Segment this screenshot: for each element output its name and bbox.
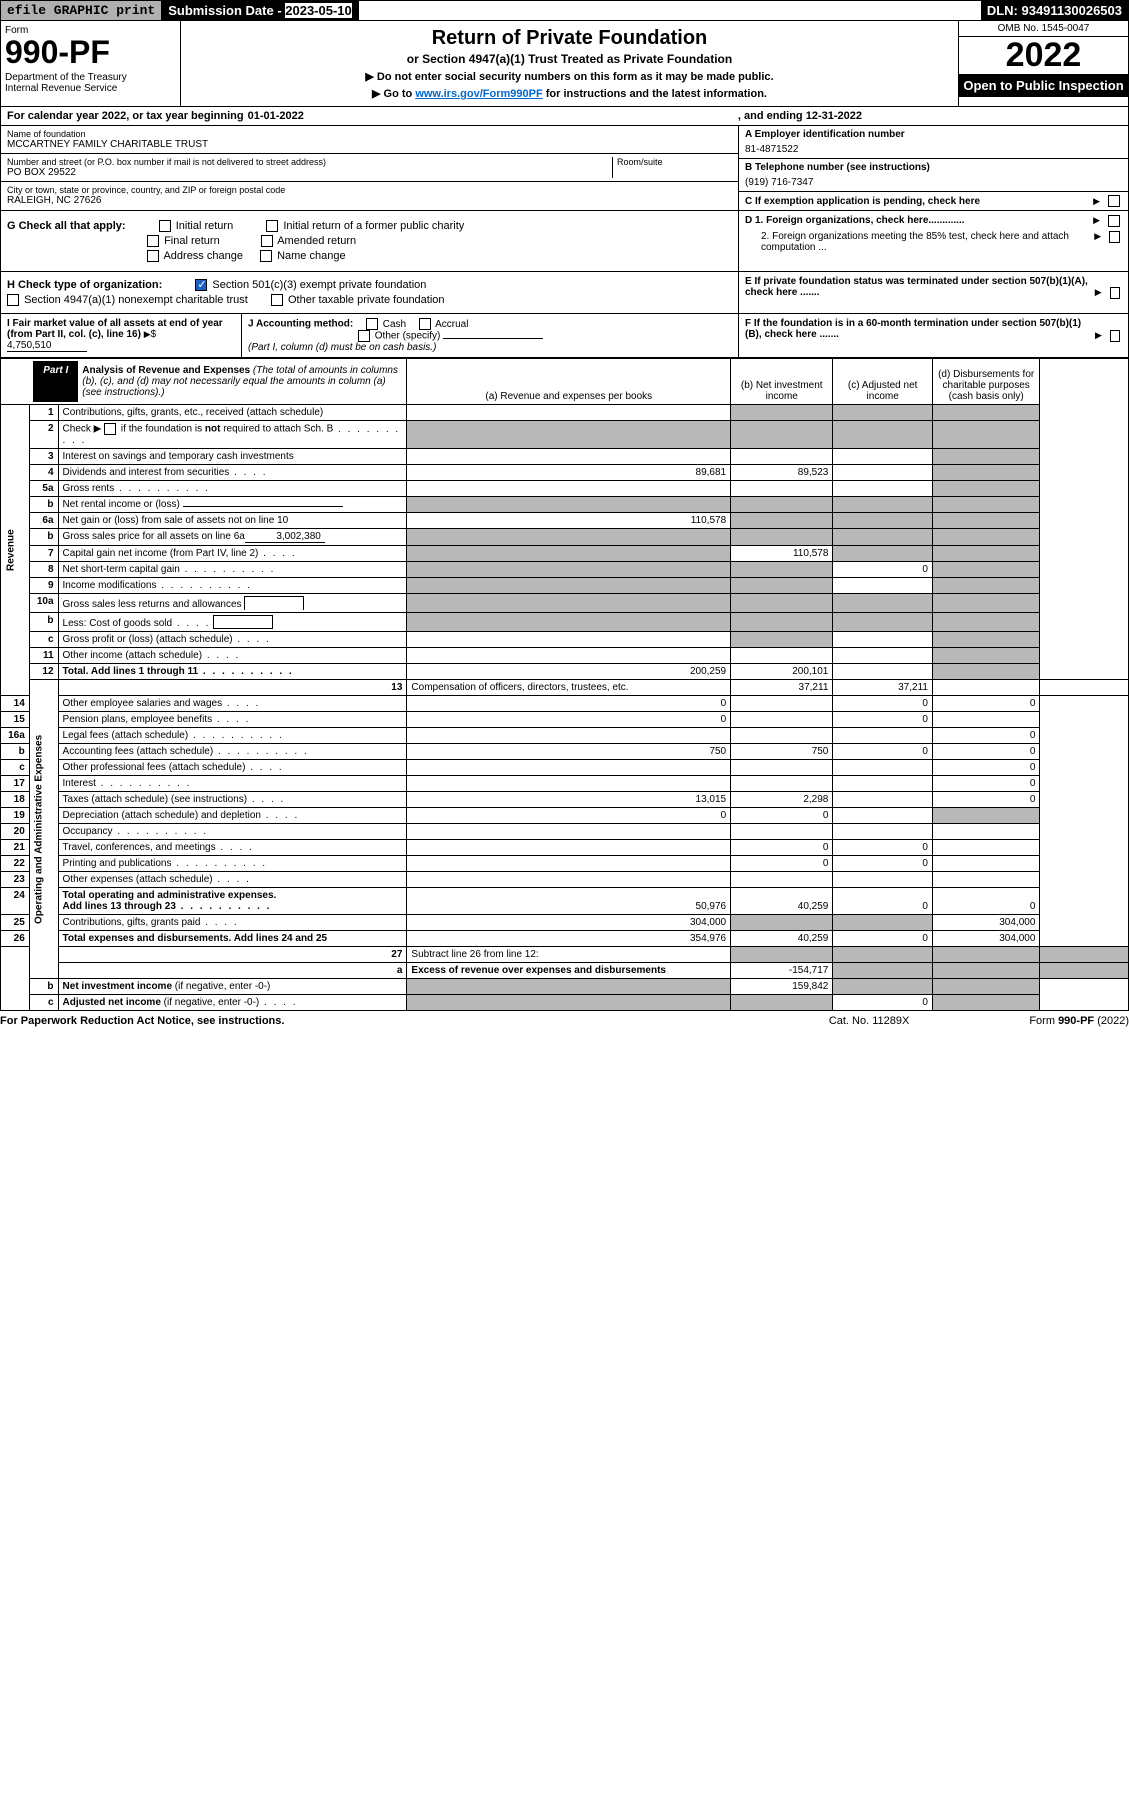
checkbox-501c3[interactable] [195,279,207,291]
top-bar: efile GRAPHIC print Submission Date - 20… [0,0,1129,21]
checkbox-accrual[interactable] [419,318,431,330]
form-title-block: Return of Private Foundation or Section … [181,21,958,106]
part-label: Part I [33,361,78,402]
arrow-icon [1093,196,1100,207]
checkbox-final-return[interactable] [147,235,159,247]
arrow-icon [1095,330,1102,341]
phone: (919) 716-7347 [745,177,1122,188]
section-i-j: I Fair market value of all assets at end… [0,314,1129,358]
checkbox-amended[interactable] [261,235,273,247]
arrow-icon [1093,215,1100,227]
city-state-zip: RALEIGH, NC 27626 [7,195,732,206]
checkbox-other-taxable[interactable] [271,294,283,306]
checkbox-f[interactable] [1110,330,1120,342]
foundation-name: MCCARTNEY FAMILY CHARITABLE TRUST [7,139,732,150]
form-year-block: OMB No. 1545-0047 2022 Open to Public In… [958,21,1128,106]
checkbox-initial-former[interactable] [266,220,278,232]
checkbox-4947a1[interactable] [7,294,19,306]
part1-table: Part I Analysis of Revenue and Expenses … [0,358,1129,1011]
dln-label: DLN: 93491130026503 [981,1,1128,20]
checkbox-e[interactable] [1110,287,1120,299]
revenue-label: Revenue [1,405,30,696]
fmv-value: 4,750,510 [7,340,87,352]
page-footer: For Paperwork Reduction Act Notice, see … [0,1011,1129,1031]
efile-button[interactable]: efile GRAPHIC print [1,1,162,20]
form-header: Form 990-PF Department of the Treasury I… [0,21,1129,107]
form-number: 990-PF [5,36,176,68]
checkbox-d1[interactable] [1108,215,1120,227]
checkbox-addr-change[interactable] [147,250,159,262]
submission-label: Submission Date - 2023-05-10 [162,1,359,20]
form-title: Return of Private Foundation [187,27,952,50]
ein: 81-4871522 [745,144,1122,155]
arrow-icon [144,329,151,340]
tax-year: 2022 [959,37,1128,74]
entity-info: Name of foundation MCCARTNEY FAMILY CHAR… [0,126,1129,211]
form-id-block: Form 990-PF Department of the Treasury I… [1,21,181,106]
section-g: G Check all that apply: Initial return I… [0,211,1129,272]
checkbox-c[interactable] [1108,195,1120,207]
checkbox-other-method[interactable] [358,330,370,342]
arrow-icon [1095,287,1102,298]
checkbox-name-change[interactable] [260,250,272,262]
address: PO BOX 29522 [7,167,612,178]
expenses-label: Operating and Administrative Expenses [29,680,58,979]
checkbox-cash[interactable] [366,318,378,330]
checkbox-d2[interactable] [1109,231,1120,243]
checkbox-initial-return[interactable] [159,220,171,232]
irs-link[interactable]: www.irs.gov/Form990PF [415,88,542,100]
checkbox-sch-b[interactable] [104,423,116,435]
dept-label: Department of the Treasury Internal Reve… [5,72,176,94]
arrow-icon [1094,231,1101,253]
calendar-year-row: For calendar year 2022, or tax year begi… [0,107,1129,126]
section-h: H Check type of organization: Section 50… [0,272,1129,314]
